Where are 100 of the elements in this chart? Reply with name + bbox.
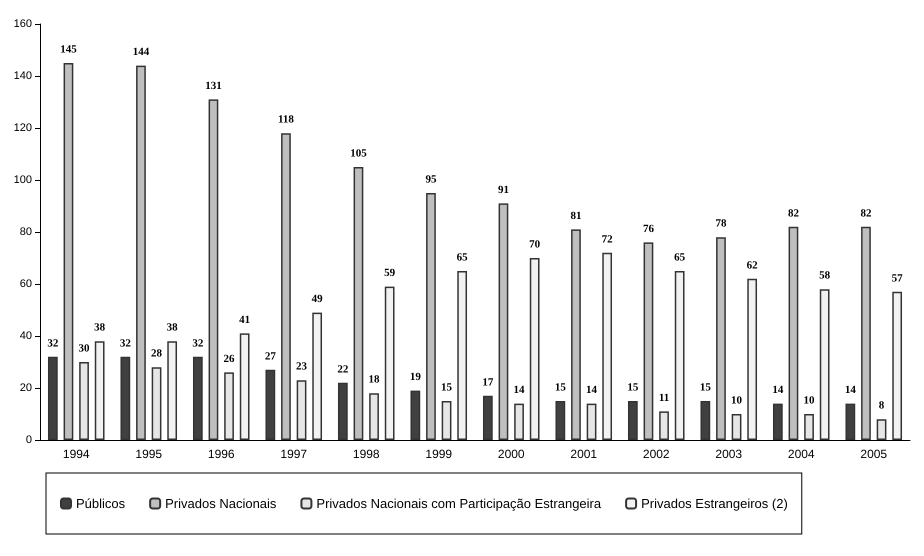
y-tick-label: 20 bbox=[20, 382, 32, 394]
data-label: 26 bbox=[224, 352, 236, 365]
data-label: 15 bbox=[627, 382, 639, 394]
bar bbox=[876, 419, 886, 440]
x-tick-label: 2003 bbox=[715, 447, 742, 461]
data-label: 15 bbox=[700, 382, 712, 394]
bar bbox=[861, 226, 871, 440]
bar bbox=[384, 286, 395, 440]
y-tick-label: 0 bbox=[26, 434, 32, 446]
data-label: 38 bbox=[166, 322, 178, 334]
data-label: 59 bbox=[384, 267, 396, 280]
data-label: 118 bbox=[278, 114, 294, 126]
bar bbox=[788, 226, 798, 440]
x-tick-label: 2005 bbox=[860, 447, 888, 461]
x-tick-label: 2004 bbox=[788, 447, 815, 461]
data-label: 144 bbox=[132, 46, 150, 58]
legend-label: Privados Nacionais com Participação Estrangeira bbox=[316, 496, 602, 511]
bar bbox=[482, 396, 493, 440]
data-label: 18 bbox=[368, 374, 380, 386]
bar bbox=[426, 193, 436, 440]
data-label: 72 bbox=[602, 233, 614, 246]
data-label: 70 bbox=[529, 238, 541, 250]
bar bbox=[410, 390, 420, 440]
data-label: 32 bbox=[47, 337, 59, 350]
data-label: 10 bbox=[804, 394, 816, 406]
data-label: 8 bbox=[878, 400, 885, 412]
data-label: 82 bbox=[860, 207, 872, 220]
bar bbox=[442, 401, 452, 440]
bar bbox=[64, 63, 74, 440]
data-label: 81 bbox=[570, 210, 582, 222]
bar bbox=[530, 258, 540, 440]
data-label: 38 bbox=[94, 322, 106, 334]
data-label: 65 bbox=[456, 252, 468, 264]
bar bbox=[152, 367, 162, 440]
data-label: 17 bbox=[482, 376, 494, 388]
bar bbox=[602, 252, 612, 440]
x-tick-label: 2002 bbox=[642, 447, 670, 461]
bar bbox=[354, 167, 364, 440]
bar bbox=[498, 203, 508, 440]
data-label: 78 bbox=[715, 218, 727, 230]
bar bbox=[192, 356, 203, 440]
data-label: 65 bbox=[674, 252, 686, 264]
data-label: 14 bbox=[586, 384, 598, 396]
y-tick-label: 100 bbox=[14, 174, 32, 186]
data-label: 32 bbox=[192, 337, 204, 350]
legend-label: Públicos bbox=[76, 496, 126, 511]
data-label: 105 bbox=[350, 148, 368, 160]
bar bbox=[224, 372, 234, 440]
bar bbox=[120, 356, 130, 440]
bar bbox=[208, 99, 218, 440]
data-label: 57 bbox=[892, 272, 904, 284]
bar bbox=[167, 341, 178, 440]
y-tick-label: 80 bbox=[20, 226, 32, 238]
data-label: 14 bbox=[844, 384, 856, 396]
bar bbox=[94, 341, 105, 440]
bar bbox=[369, 393, 379, 440]
data-label: 49 bbox=[312, 293, 324, 306]
bar bbox=[296, 380, 306, 440]
bar bbox=[716, 237, 726, 440]
bar bbox=[659, 411, 669, 440]
data-label: 14 bbox=[514, 384, 526, 396]
bar bbox=[732, 414, 742, 440]
bar bbox=[820, 289, 830, 440]
x-tick-label: 2001 bbox=[570, 447, 598, 461]
data-label: 14 bbox=[772, 384, 784, 396]
data-label: 22 bbox=[337, 363, 349, 376]
bar bbox=[457, 271, 468, 440]
data-label: 19 bbox=[410, 371, 422, 384]
data-label: 15 bbox=[554, 382, 566, 394]
bar bbox=[281, 133, 291, 440]
bar bbox=[628, 401, 638, 440]
data-label: 62 bbox=[746, 259, 758, 272]
y-tick-label: 40 bbox=[20, 330, 32, 342]
y-tick-label: 60 bbox=[20, 278, 32, 290]
data-label: 30 bbox=[78, 342, 90, 354]
bar bbox=[79, 362, 89, 440]
data-label: 23 bbox=[296, 360, 308, 373]
bar bbox=[240, 333, 250, 440]
bar bbox=[555, 401, 566, 440]
x-tick-label: 1997 bbox=[280, 447, 308, 461]
data-label: 32 bbox=[120, 337, 132, 350]
data-label: 91 bbox=[498, 184, 509, 196]
x-tick-label: 1998 bbox=[352, 447, 380, 461]
bar bbox=[892, 292, 902, 440]
bar bbox=[845, 404, 856, 440]
data-label: 82 bbox=[788, 207, 800, 220]
bar bbox=[136, 66, 146, 440]
x-tick-label: 1996 bbox=[208, 447, 235, 461]
data-label: 145 bbox=[60, 44, 78, 56]
y-tick-label: 160 bbox=[14, 18, 32, 30]
y-tick-label: 140 bbox=[14, 70, 32, 82]
bar bbox=[571, 229, 581, 440]
bar bbox=[338, 382, 348, 440]
bar bbox=[674, 271, 685, 440]
bar bbox=[586, 404, 596, 440]
bar bbox=[48, 356, 58, 440]
x-tick-label: 1994 bbox=[62, 447, 90, 461]
x-tick-label: 1995 bbox=[135, 447, 162, 461]
data-label: 76 bbox=[642, 222, 654, 235]
y-tick-label: 120 bbox=[14, 122, 32, 134]
